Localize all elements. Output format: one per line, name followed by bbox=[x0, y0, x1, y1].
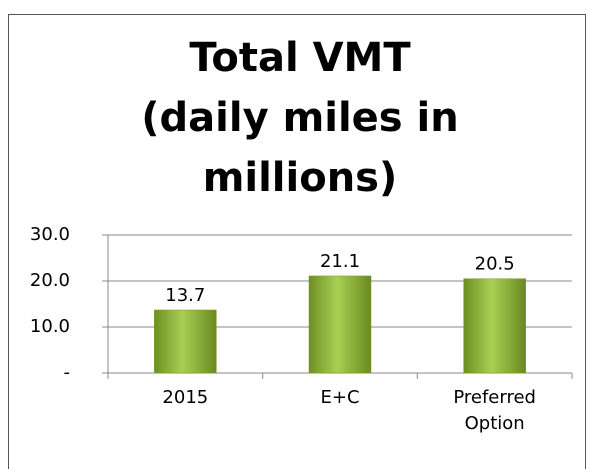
y-tick-label: - bbox=[64, 362, 71, 383]
x-tick-label: E+C bbox=[320, 387, 360, 408]
bar bbox=[308, 275, 372, 374]
bar bbox=[463, 278, 526, 374]
data-label: 21.1 bbox=[320, 251, 360, 272]
chart-frame bbox=[8, 14, 586, 469]
bar bbox=[154, 309, 217, 374]
y-tick-label: 10.0 bbox=[30, 316, 70, 337]
data-label: 20.5 bbox=[475, 254, 515, 275]
x-tick-label: Preferred Option bbox=[453, 387, 536, 434]
y-tick-label: 30.0 bbox=[30, 224, 70, 245]
data-label: 13.7 bbox=[165, 285, 205, 306]
x-tick-label: 2015 bbox=[162, 387, 209, 408]
y-tick-label: 20.0 bbox=[30, 270, 70, 291]
chart-title: Total VMT (daily miles in millions) bbox=[141, 35, 459, 201]
